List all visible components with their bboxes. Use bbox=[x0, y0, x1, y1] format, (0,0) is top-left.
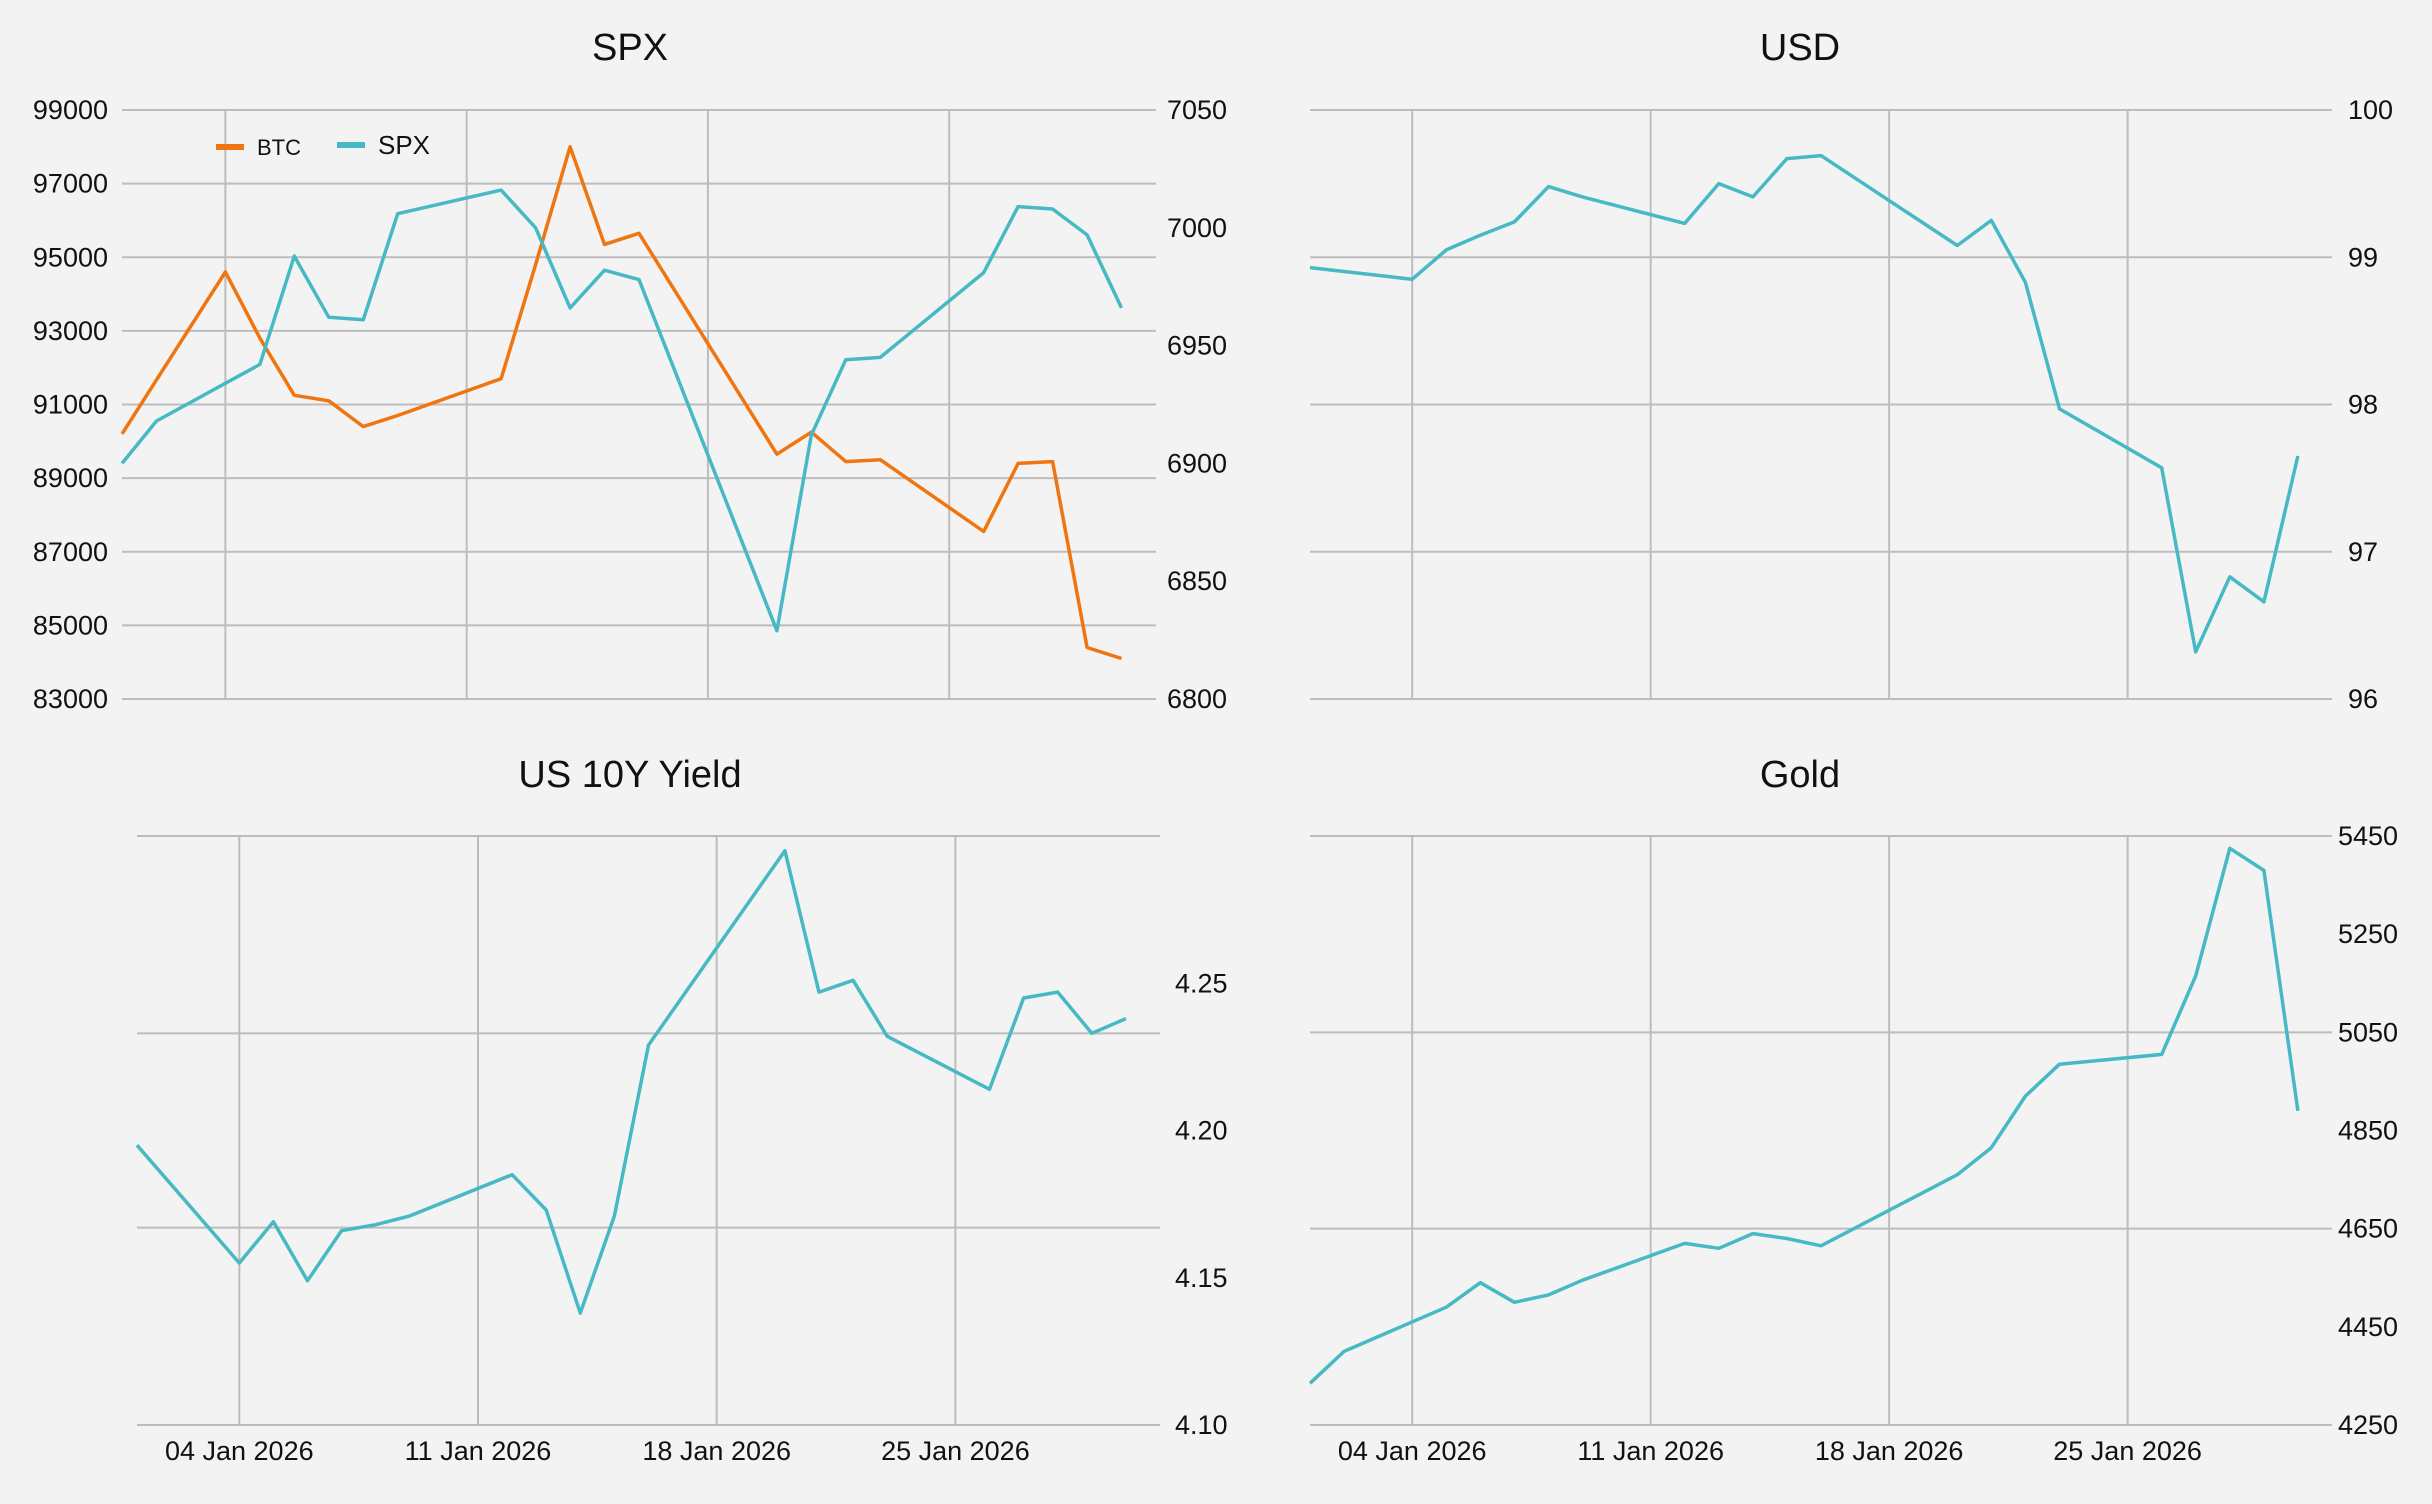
spx-left-tick-label: 91000 bbox=[33, 390, 108, 420]
us10y-right-tick-label: 4.20 bbox=[1175, 1116, 1228, 1146]
usd-chart-title: USD bbox=[1760, 27, 1840, 69]
spx-right-tick-label: 7000 bbox=[1167, 213, 1227, 243]
us10y-series-line-us-10y-yield bbox=[135, 848, 1127, 1315]
spx-right-tick-label: 7050 bbox=[1167, 95, 1227, 125]
gold-x-tick-label: 18 Jan 2026 bbox=[1815, 1436, 1964, 1466]
usd-series-line-usd bbox=[1309, 153, 2300, 654]
usd-right-tick-label: 98 bbox=[2348, 390, 2378, 420]
gold-right-axis: 4250 4450 4650 4850 5050 5250 5450 bbox=[2338, 821, 2398, 1440]
usd-right-axis: 96 97 98 99 100 bbox=[2348, 95, 2393, 714]
spx-left-tick-label: 85000 bbox=[33, 610, 108, 640]
gold-gridlines bbox=[1310, 835, 2332, 1426]
spx-left-tick-label: 87000 bbox=[33, 537, 108, 567]
us10y-chart-title: US 10Y Yield bbox=[518, 754, 741, 796]
spx-left-tick-label: 93000 bbox=[33, 316, 108, 346]
spx-right-tick-label: 6950 bbox=[1167, 331, 1227, 361]
us10y-series bbox=[135, 848, 1127, 1315]
us10y-x-tick-label: 25 Jan 2026 bbox=[881, 1436, 1030, 1466]
gold-chart-title: Gold bbox=[1760, 754, 1840, 796]
gold-right-tick-label: 4450 bbox=[2338, 1312, 2398, 1342]
spx-legend: BTC SPX bbox=[216, 130, 430, 160]
us10y-gridlines bbox=[137, 835, 1160, 1426]
us10y-x-tick-label: 11 Jan 2026 bbox=[405, 1436, 552, 1466]
spx-left-tick-label: 89000 bbox=[33, 463, 108, 493]
us10y-right-axis: 4.10 4.15 4.20 4.25 bbox=[1175, 968, 1228, 1440]
spx-chart-title: SPX bbox=[592, 27, 668, 69]
gold-right-tick-label: 4850 bbox=[2338, 1116, 2398, 1146]
usd-right-tick-label: 97 bbox=[2348, 537, 2378, 567]
spx-right-tick-label: 6900 bbox=[1167, 448, 1227, 478]
spx-left-tick-label: 99000 bbox=[33, 95, 108, 125]
spx-chart: SPX 83000 85000 87000 89000 91000 93000 95000 9… bbox=[33, 27, 1227, 714]
us10y-right-tick-label: 4.10 bbox=[1175, 1410, 1228, 1440]
spx-right-tick-label: 6850 bbox=[1167, 566, 1227, 596]
gold-right-tick-label: 4650 bbox=[2338, 1214, 2398, 1244]
gold-right-tick-label: 5250 bbox=[2338, 919, 2398, 949]
us10y-x-tick-label: 18 Jan 2026 bbox=[642, 1436, 791, 1466]
spx-gridlines bbox=[122, 109, 1156, 700]
gold-x-tick-label: 25 Jan 2026 bbox=[2053, 1436, 2202, 1466]
usd-right-tick-label: 96 bbox=[2348, 684, 2378, 714]
gold-right-tick-label: 5450 bbox=[2338, 821, 2398, 851]
gold-chart: Gold 4250 4450 4650 4850 5050 5250 5450 04 Jan… bbox=[1308, 754, 2398, 1466]
gold-x-tick-label: 11 Jan 2026 bbox=[1577, 1436, 1724, 1466]
us10y-x-tick-label: 04 Jan 2026 bbox=[165, 1436, 314, 1466]
usd-series bbox=[1309, 153, 2300, 654]
spx-right-axis: 6800 6850 6900 6950 7000 7050 bbox=[1167, 95, 1227, 714]
us10y-right-tick-label: 4.25 bbox=[1175, 968, 1228, 998]
usd-chart: USD 96 97 98 99 100 bbox=[1309, 27, 2393, 714]
spx-series-line-spx bbox=[120, 188, 1124, 633]
legend-label-btc: BTC bbox=[257, 135, 301, 160]
spx-left-axis: 83000 85000 87000 89000 91000 93000 95000 97000… bbox=[33, 95, 108, 714]
usd-right-tick-label: 100 bbox=[2348, 95, 2393, 125]
spx-series bbox=[120, 145, 1124, 661]
gold-series-line-gold bbox=[1308, 846, 2300, 1385]
usd-right-tick-label: 99 bbox=[2348, 242, 2378, 272]
gold-series bbox=[1308, 846, 2300, 1385]
spx-left-tick-label: 97000 bbox=[33, 169, 108, 199]
spx-series-line-btc bbox=[120, 145, 1123, 661]
spx-left-tick-label: 95000 bbox=[33, 242, 108, 272]
us10y-x-axis: 04 Jan 2026 11 Jan 2026 18 Jan 2026 25 Jan … bbox=[165, 1436, 1030, 1466]
spx-right-tick-label: 6800 bbox=[1167, 684, 1227, 714]
gold-right-tick-label: 4250 bbox=[2338, 1410, 2398, 1440]
usd-gridlines bbox=[1310, 109, 2332, 700]
gold-x-axis: 04 Jan 2026 11 Jan 2026 18 Jan 2026 25 Jan … bbox=[1338, 1436, 2202, 1466]
gold-right-tick-label: 5050 bbox=[2338, 1017, 2398, 1047]
us10y-right-tick-label: 4.15 bbox=[1175, 1263, 1228, 1293]
spx-left-tick-label: 83000 bbox=[33, 684, 108, 714]
legend-label-spx: SPX bbox=[378, 130, 430, 160]
us10y-chart: US 10Y Yield 4.10 4.15 4.20 4.25 04 Jan 202… bbox=[135, 754, 1228, 1466]
gold-x-tick-label: 04 Jan 2026 bbox=[1338, 1436, 1487, 1466]
